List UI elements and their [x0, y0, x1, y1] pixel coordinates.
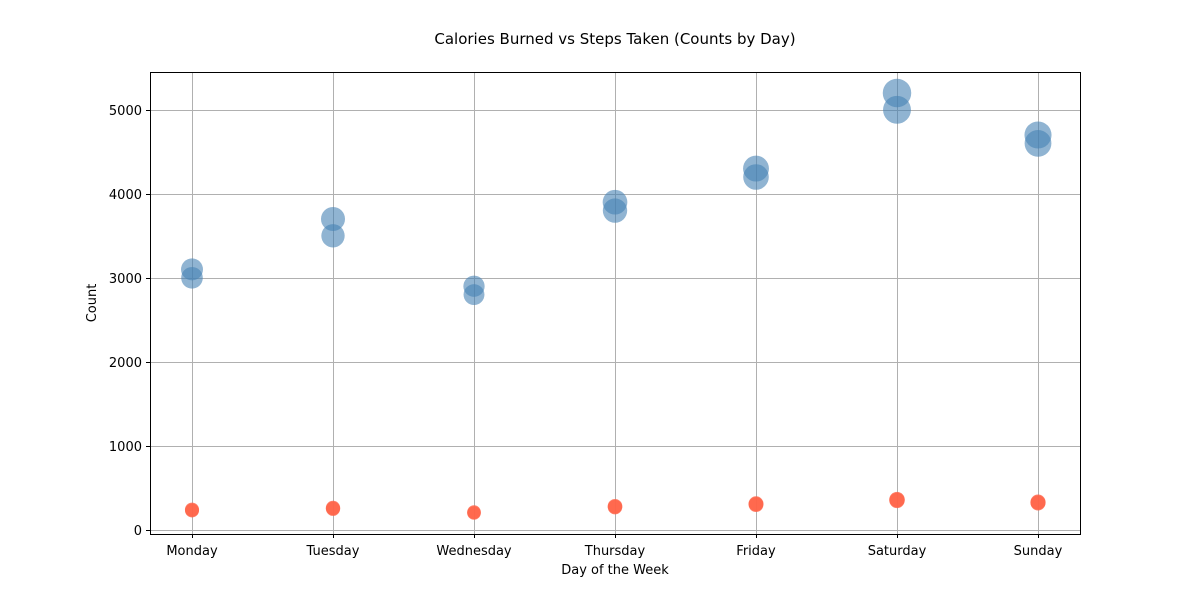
calories-point [748, 496, 764, 512]
x-tick-label: Saturday [868, 544, 927, 559]
x-axis-label: Day of the Week [561, 563, 669, 578]
axis-ticks: Monday Tuesday Wednesday Thursday Friday Satu… [109, 104, 1063, 559]
steps-point [882, 78, 912, 108]
calories-point [889, 491, 905, 508]
x-tick-label: Monday [166, 544, 218, 559]
y-tick-label: 5000 [109, 104, 142, 119]
calories-point [607, 498, 623, 514]
y-tick-label: 3000 [109, 272, 142, 287]
steps-point [602, 189, 628, 215]
steps-point [1024, 121, 1052, 149]
y-tick-label: 4000 [109, 188, 142, 203]
y-tick-label: 1000 [109, 440, 142, 455]
steps-point [181, 258, 203, 281]
x-tick-label: Thursday [584, 544, 646, 559]
y-axis-label: Count [85, 284, 100, 323]
x-tick-label: Friday [736, 544, 776, 559]
y-tick-label: 0 [134, 524, 142, 539]
steps-point [463, 275, 485, 297]
x-tick-label: Wednesday [436, 544, 512, 559]
calories-point [1030, 494, 1046, 510]
calories-point [467, 505, 481, 520]
chart-title: Calories Burned vs Steps Taken (Counts b… [434, 30, 795, 48]
steps-point [320, 206, 346, 232]
data-points [181, 78, 1052, 520]
calories-point [325, 500, 341, 516]
calories-point [184, 502, 200, 517]
y-tick-label: 2000 [109, 356, 142, 371]
grid [150, 72, 1080, 534]
x-tick-label: Tuesday [306, 544, 360, 559]
steps-point [321, 224, 345, 248]
x-tick-label: Sunday [1014, 544, 1063, 559]
steps-point [743, 155, 769, 182]
